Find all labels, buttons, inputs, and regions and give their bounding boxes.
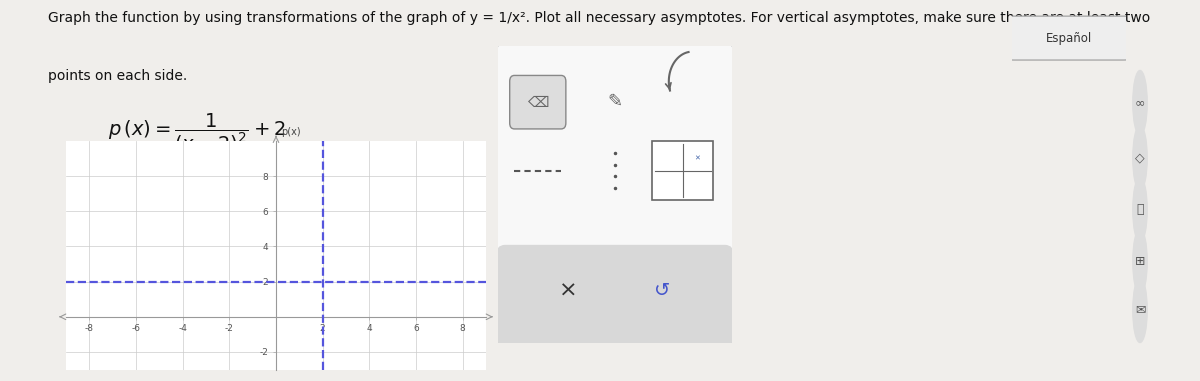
Text: ∞: ∞ — [1135, 96, 1145, 109]
Text: p(x): p(x) — [281, 128, 300, 138]
Text: 📋: 📋 — [1136, 203, 1144, 216]
Text: ✉: ✉ — [1135, 304, 1145, 317]
Text: ◇: ◇ — [1135, 151, 1145, 165]
Text: $p\,(x) = \dfrac{1}{(x-2)^2} + 2$: $p\,(x) = \dfrac{1}{(x-2)^2} + 2$ — [108, 112, 286, 155]
FancyBboxPatch shape — [1004, 16, 1133, 60]
Circle shape — [1133, 70, 1147, 135]
Circle shape — [1133, 278, 1147, 343]
Text: ✎: ✎ — [607, 93, 623, 111]
Text: points on each side.: points on each side. — [48, 69, 187, 83]
FancyBboxPatch shape — [653, 141, 713, 200]
FancyBboxPatch shape — [496, 245, 734, 346]
Text: x: x — [498, 316, 504, 326]
Text: Español: Español — [1045, 32, 1092, 45]
Text: ×: × — [559, 281, 577, 301]
FancyBboxPatch shape — [510, 75, 566, 129]
Circle shape — [1133, 229, 1147, 294]
Text: Graph the function by using transformations of the graph of y = 1/x². Plot all n: Graph the function by using transformati… — [48, 11, 1151, 26]
Circle shape — [1133, 178, 1147, 242]
Text: ✕: ✕ — [694, 156, 700, 162]
Text: ⊞: ⊞ — [1135, 255, 1145, 268]
Circle shape — [1133, 125, 1147, 190]
FancyBboxPatch shape — [496, 43, 734, 346]
Text: ⌫: ⌫ — [527, 95, 548, 110]
Text: ↺: ↺ — [654, 282, 670, 300]
